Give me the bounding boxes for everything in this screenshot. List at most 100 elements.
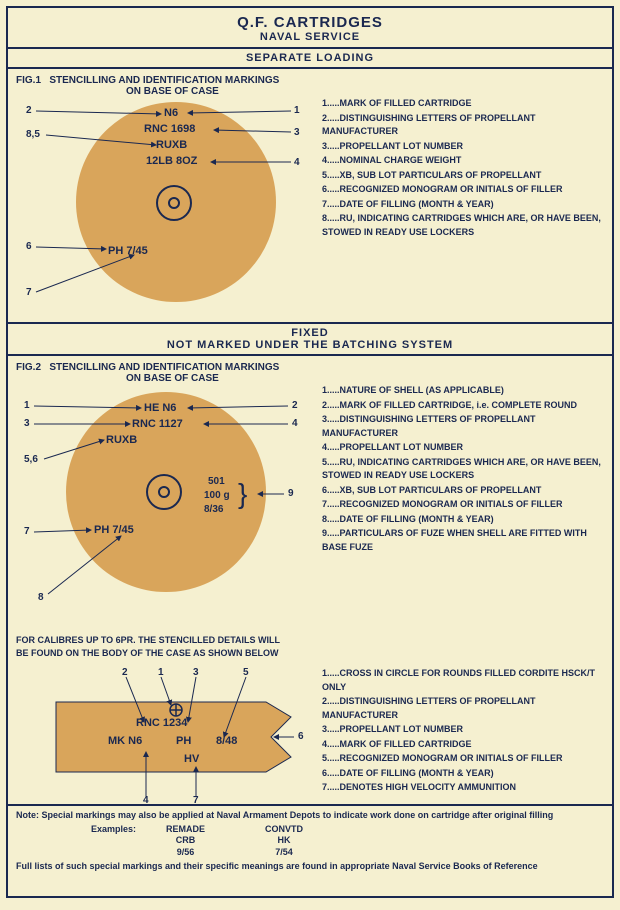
case-body-svg <box>16 667 316 807</box>
fig2-ptr-3: 3 <box>24 418 30 429</box>
ex2-h: CONVTD <box>265 824 303 836</box>
legend-item: 6.....DATE OF FILLING (MONTH & YEAR) <box>322 767 604 781</box>
fig2-ptr-9: 9 <box>288 488 294 499</box>
fig3-text-hv: HV <box>184 753 199 765</box>
ex1-b: 9/56 <box>166 847 205 859</box>
fig2-title2: ON BASE OF CASE <box>16 373 604 384</box>
ex2-a: HK <box>265 835 303 847</box>
note-section: Note: Special markings may also be appli… <box>8 806 612 876</box>
fig2-text-he: HE N6 <box>144 402 176 414</box>
fig2-text-501: 501 <box>208 476 225 487</box>
legend-item: 2.....DISTINGUISHING LETTERS OF PROPELLA… <box>322 112 604 139</box>
fig3-text-date: 8/48 <box>216 735 237 747</box>
fig3-text-mk: MK N6 <box>108 735 142 747</box>
fig2-ptr-56: 5,6 <box>24 454 38 465</box>
fig1-diagram: N6 RNC 1698 RUXB 12LB 8OZ PH 7/45 1 2 <box>16 97 316 317</box>
legend-item: 1.....NATURE OF SHELL (AS APPLICABLE) <box>322 384 604 398</box>
fig3-ptr-1: 1 <box>158 667 164 678</box>
example1: REMADE CRB 9/56 <box>166 824 205 859</box>
legend-item: 4.....PROPELLANT LOT NUMBER <box>322 441 604 455</box>
legend-item: 6.....XB, SUB LOT PARTICULARS OF PROPELL… <box>322 484 604 498</box>
fig2-num: FIG.2 <box>16 362 41 373</box>
fig2-text-836: 8/36 <box>204 504 223 515</box>
fig2-ptr-8: 8 <box>38 592 44 603</box>
fig1-ptr-85: 8,5 <box>26 129 40 140</box>
legend-item: 1.....CROSS IN CIRCLE FOR ROUNDS FILLED … <box>322 667 604 694</box>
fig1-ptr-7: 7 <box>26 287 32 298</box>
fig3-diagram: RNC 1234 MK N6 PH 8/48 HV 2 1 3 5 6 4 7 <box>16 667 316 807</box>
legend-item: 3.....PROPELLANT LOT NUMBER <box>322 140 604 154</box>
legend-item: 7.....DATE OF FILLING (MONTH & YEAR) <box>322 198 604 212</box>
legend-item: 7.....RECOGNIZED MONOGRAM OR INITIALS OF… <box>322 498 604 512</box>
section1-bar: SEPARATE LOADING <box>8 49 612 69</box>
fig3-ptr-4: 4 <box>143 795 149 806</box>
fig2-text-100: 100 g <box>204 490 230 501</box>
sec3-cap1: FOR CALIBRES UP TO 6PR. THE STENCILLED D… <box>16 634 604 647</box>
legend-item: 9.....PARTICULARS OF FUZE WHEN SHELL ARE… <box>322 527 604 554</box>
fig1-legend: 1.....MARK OF FILLED CARTRIDGE2.....DIST… <box>316 97 604 317</box>
fig1-label: FIG.1 STENCILLING AND IDENTIFICATION MAR… <box>16 75 604 86</box>
fig1-ptr-1: 1 <box>294 105 300 116</box>
sec3-caption: FOR CALIBRES UP TO 6PR. THE STENCILLED D… <box>16 634 604 659</box>
note-line1: Note: Special markings may also be appli… <box>16 810 604 822</box>
fig2-text-ph: PH 7/45 <box>94 524 134 536</box>
fig1-text-weight: 12LB 8OZ <box>146 155 197 167</box>
main-title: Q.F. CARTRIDGES <box>8 14 612 31</box>
primer-ring-inner <box>168 197 180 209</box>
header: Q.F. CARTRIDGES NAVAL SERVICE <box>8 8 612 49</box>
legend-item: 3.....DISTINGUISHING LETTERS OF PROPELLA… <box>322 413 604 440</box>
fig3-ptr-3: 3 <box>193 667 199 678</box>
fig2-legend: 1.....NATURE OF SHELL (AS APPLICABLE)2..… <box>316 384 604 614</box>
fig1-ptr-2: 2 <box>26 105 32 116</box>
legend-item: 5.....XB, SUB LOT PARTICULARS OF PROPELL… <box>322 169 604 183</box>
fig3-text-ph: PH <box>176 735 191 747</box>
fig2-text-rnc: RNC 1127 <box>132 418 183 430</box>
fig1-ptr-4: 4 <box>294 157 300 168</box>
example2: CONVTD HK 7/54 <box>265 824 303 859</box>
fig2-ptr-1: 1 <box>24 400 30 411</box>
fig2-title1: STENCILLING AND IDENTIFICATION MARKINGS <box>49 362 279 373</box>
fig3-text-rnc: RNC 1234 <box>136 717 187 729</box>
fig1-title2: ON BASE OF CASE <box>16 86 604 97</box>
fig2-primer-inner <box>158 486 170 498</box>
fig2-ptr-4: 4 <box>292 418 298 429</box>
legend-item: 4.....NOMINAL CHARGE WEIGHT <box>322 154 604 168</box>
fig1-ptr-6: 6 <box>26 241 32 252</box>
fig1-text-ph: PH 7/45 <box>108 245 148 257</box>
section1: FIG.1 STENCILLING AND IDENTIFICATION MAR… <box>8 69 612 324</box>
examples-label: Examples: <box>16 824 166 836</box>
legend-item: 3.....PROPELLANT LOT NUMBER <box>322 723 604 737</box>
ex2-b: 7/54 <box>265 847 303 859</box>
legend-item: 4.....MARK OF FILLED CARTRIDGE <box>322 738 604 752</box>
page: Q.F. CARTRIDGES NAVAL SERVICE SEPARATE L… <box>6 6 614 898</box>
legend-item: 5.....RU, INDICATING CARTRIDGES WHICH AR… <box>322 456 604 483</box>
fig3-legend: 1.....CROSS IN CIRCLE FOR ROUNDS FILLED … <box>316 667 604 807</box>
section2-bar2: NOT MARKED UNDER THE BATCHING SYSTEM <box>8 339 612 356</box>
legend-item: 8.....RU, INDICATING CARTRIDGES WHICH AR… <box>322 212 604 239</box>
fig2-ptr-2: 2 <box>292 400 298 411</box>
fig1-text-ruxb: RUXB <box>156 139 187 151</box>
legend-item: 1.....MARK OF FILLED CARTRIDGE <box>322 97 604 111</box>
sec3-cap2: BE FOUND ON THE BODY OF THE CASE AS SHOW… <box>16 647 604 660</box>
fig3-ptr-2: 2 <box>122 667 128 678</box>
legend-item: 5.....RECOGNIZED MONOGRAM OR INITIALS OF… <box>322 752 604 766</box>
legend-item: 6.....RECOGNIZED MONOGRAM OR INITIALS OF… <box>322 183 604 197</box>
note-line2: Full lists of such special markings and … <box>16 861 604 873</box>
ex1-a: CRB <box>166 835 205 847</box>
fig2-diagram: HE N6 RNC 1127 RUXB 501 100 g 8/36 PH 7/… <box>16 384 316 614</box>
fig1-text-rnc: RNC 1698 <box>144 123 195 135</box>
fig2-text-ruxb: RUXB <box>106 434 137 446</box>
legend-item: 7.....DENOTES HIGH VELOCITY AMMUNITION <box>322 781 604 795</box>
fig1-num: FIG.1 <box>16 75 41 86</box>
section2: FIG.2 STENCILLING AND IDENTIFICATION MAR… <box>8 356 612 806</box>
section2-bar1: FIXED <box>8 324 612 339</box>
fig3-ptr-7: 7 <box>193 795 199 806</box>
fig3-ptr-6: 6 <box>298 731 304 742</box>
fig2-ptr-7: 7 <box>24 526 30 537</box>
fig3-ptr-5: 5 <box>243 667 249 678</box>
fig1-text-n6: N6 <box>164 107 178 119</box>
fig1-ptr-3: 3 <box>294 127 300 138</box>
legend-item: 8.....DATE OF FILLING (MONTH & YEAR) <box>322 513 604 527</box>
legend-item: 2.....MARK OF FILLED CARTRIDGE, i.e. COM… <box>322 399 604 413</box>
fig2-label: FIG.2 STENCILLING AND IDENTIFICATION MAR… <box>16 362 604 373</box>
